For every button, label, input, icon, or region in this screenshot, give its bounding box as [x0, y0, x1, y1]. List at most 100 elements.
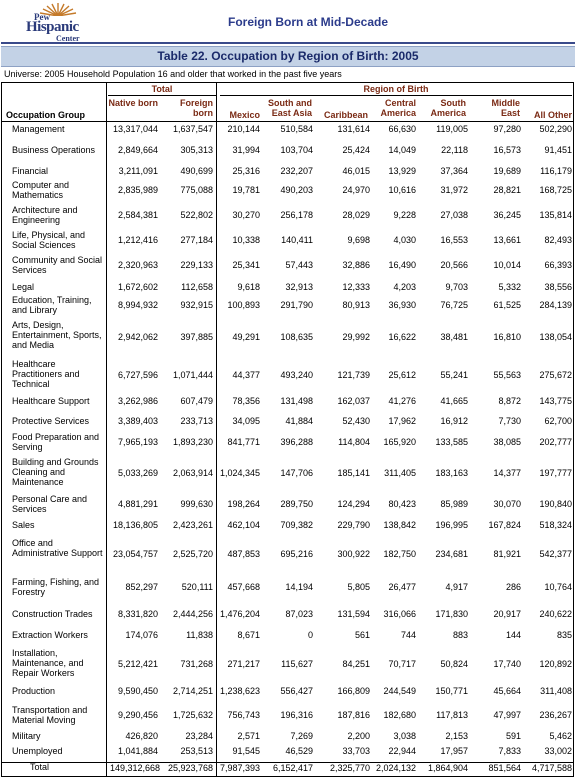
cell-value: 1,893,230 — [172, 437, 213, 447]
cell-value: 24,970 — [342, 185, 370, 195]
cell-value: 2,200 — [347, 731, 370, 741]
cell-value: 271,217 — [227, 659, 260, 669]
cell-value: 18,136,805 — [112, 520, 158, 530]
cell-value: 131,614 — [337, 124, 370, 134]
cell-value: 5,805 — [347, 582, 370, 592]
cell-value: 147,706 — [280, 468, 313, 478]
cell-value: 6,152,417 — [272, 763, 313, 773]
row-label: Installation, Maintenance, and Repair Wo… — [12, 648, 84, 678]
row-label: Production — [12, 686, 56, 696]
cell-value: 1,024,345 — [219, 468, 260, 478]
table-title: Table 22. Occupation by Region of Birth:… — [157, 49, 419, 63]
cell-value: 4,030 — [393, 235, 416, 245]
cell-value: 87,023 — [285, 609, 313, 619]
cell-value: 7,987,393 — [219, 763, 260, 773]
cell-value: 756,743 — [227, 710, 260, 720]
cell-value: 190,840 — [539, 499, 572, 509]
cell-value: 133,585 — [435, 437, 468, 447]
cell-value: 78,356 — [232, 396, 260, 406]
cell-value: 25,316 — [232, 166, 260, 176]
cell-value: 91,545 — [232, 746, 260, 756]
cell-value: 1,725,632 — [172, 710, 213, 720]
cell-value: 182,680 — [383, 710, 416, 720]
cell-value: 52,430 — [342, 416, 370, 426]
cell-value: 253,513 — [180, 746, 213, 756]
cell-value: 26,477 — [388, 582, 416, 592]
cell-value: 10,764 — [544, 582, 572, 592]
cell-value: 311,405 — [384, 468, 416, 478]
cell-value: 10,616 — [388, 185, 416, 195]
cell-value: 30,270 — [232, 210, 260, 220]
cell-value: 291,790 — [280, 300, 313, 310]
cell-value: 117,813 — [436, 710, 468, 720]
cell-value: 45,664 — [493, 686, 521, 696]
cell-value: 9,698 — [347, 235, 370, 245]
table-row: Community and Social Services 2,320,963 22… — [0, 255, 576, 277]
cell-value: 210,144 — [227, 124, 260, 134]
table-row: Unemployed 1,041,884 253,513 91,545 46,529 33… — [0, 746, 576, 758]
col-divider-total — [216, 82, 217, 777]
cell-value: 305,313 — [180, 145, 213, 155]
cell-value: 38,556 — [544, 282, 572, 292]
col-header-all-other: All Other — [533, 110, 572, 120]
cell-value: 143,775 — [539, 396, 572, 406]
cell-value: 55,241 — [440, 370, 468, 380]
cell-value: 197,777 — [539, 468, 572, 478]
cell-value: 396,288 — [280, 437, 313, 447]
cell-value: 16,573 — [493, 145, 521, 155]
row-label: Office and Administrative Support — [12, 538, 103, 558]
cell-value: 38,481 — [440, 332, 468, 342]
cell-value: 852,297 — [125, 582, 158, 592]
total-row: Total 149,312,668 25,923,768 7,987,393 6,152… — [0, 762, 576, 776]
table-row: Building and Grounds Cleaning and Mainte… — [0, 457, 576, 491]
cell-value: 149,312,668 — [110, 763, 161, 773]
cell-value: 171,830 — [435, 609, 468, 619]
table-row: Construction Trades 8,331,820 2,444,256 1,4… — [0, 609, 576, 621]
cell-value: 33,002 — [544, 746, 572, 756]
cell-value: 2,571 — [237, 731, 260, 741]
cell-value: 135,814 — [539, 210, 572, 220]
cell-value: 561 — [354, 630, 370, 640]
group-header-total: Total — [151, 84, 173, 94]
cell-value: 709,382 — [280, 520, 313, 530]
cell-value: 883 — [452, 630, 468, 640]
cell-value: 9,618 — [237, 282, 260, 292]
cell-value: 6,727,596 — [117, 370, 158, 380]
cell-value: 27,038 — [440, 210, 468, 220]
col-header-south-east-asia: South and East Asia — [268, 98, 312, 118]
table-row: Protective Services 3,389,403 233,713 34,09… — [0, 416, 576, 428]
row-label: Military — [12, 731, 41, 741]
cell-value: 232,207 — [280, 166, 313, 176]
cell-value: 168,725 — [539, 185, 572, 195]
cell-value: 2,584,381 — [117, 210, 158, 220]
row-label: Food Preparation and Serving — [12, 432, 100, 452]
row-label: Architecture and Engineering — [12, 205, 78, 225]
row-header-occupation-group: Occupation Group — [6, 110, 86, 120]
cell-value: 284,139 — [539, 300, 572, 310]
cell-value: 108,635 — [280, 332, 313, 342]
cell-value: 12,333 — [342, 282, 370, 292]
table-row: Installation, Maintenance, and Repair Wo… — [0, 648, 576, 682]
cell-value: 185,141 — [337, 468, 370, 478]
cell-value: 46,529 — [285, 746, 313, 756]
cell-value: 49,291 — [232, 332, 260, 342]
table-row: Arts, Design, Entertainment, Sports, and… — [0, 320, 576, 356]
cell-value: 70,717 — [388, 659, 416, 669]
cell-value: 196,316 — [280, 710, 313, 720]
cell-value: 7,269 — [290, 731, 313, 741]
cell-value: 1,476,204 — [219, 609, 260, 619]
cell-value: 37,364 — [440, 166, 468, 176]
table-title-bar: Table 22. Occupation by Region of Birth:… — [1, 46, 575, 67]
cell-value: 0 — [307, 630, 313, 640]
cell-value: 731,268 — [180, 659, 213, 669]
cell-value: 20,917 — [493, 609, 521, 619]
cell-value: 97,280 — [493, 124, 521, 134]
total-rule — [1, 762, 574, 763]
cell-value: 240,622 — [539, 609, 572, 619]
cell-value: 695,216 — [280, 549, 313, 559]
cell-value: 2,153 — [445, 731, 468, 741]
cell-value: 275,672 — [539, 370, 572, 380]
cell-value: 62,700 — [544, 416, 572, 426]
cell-value: 81,921 — [493, 549, 521, 559]
cell-value: 19,781 — [232, 185, 260, 195]
